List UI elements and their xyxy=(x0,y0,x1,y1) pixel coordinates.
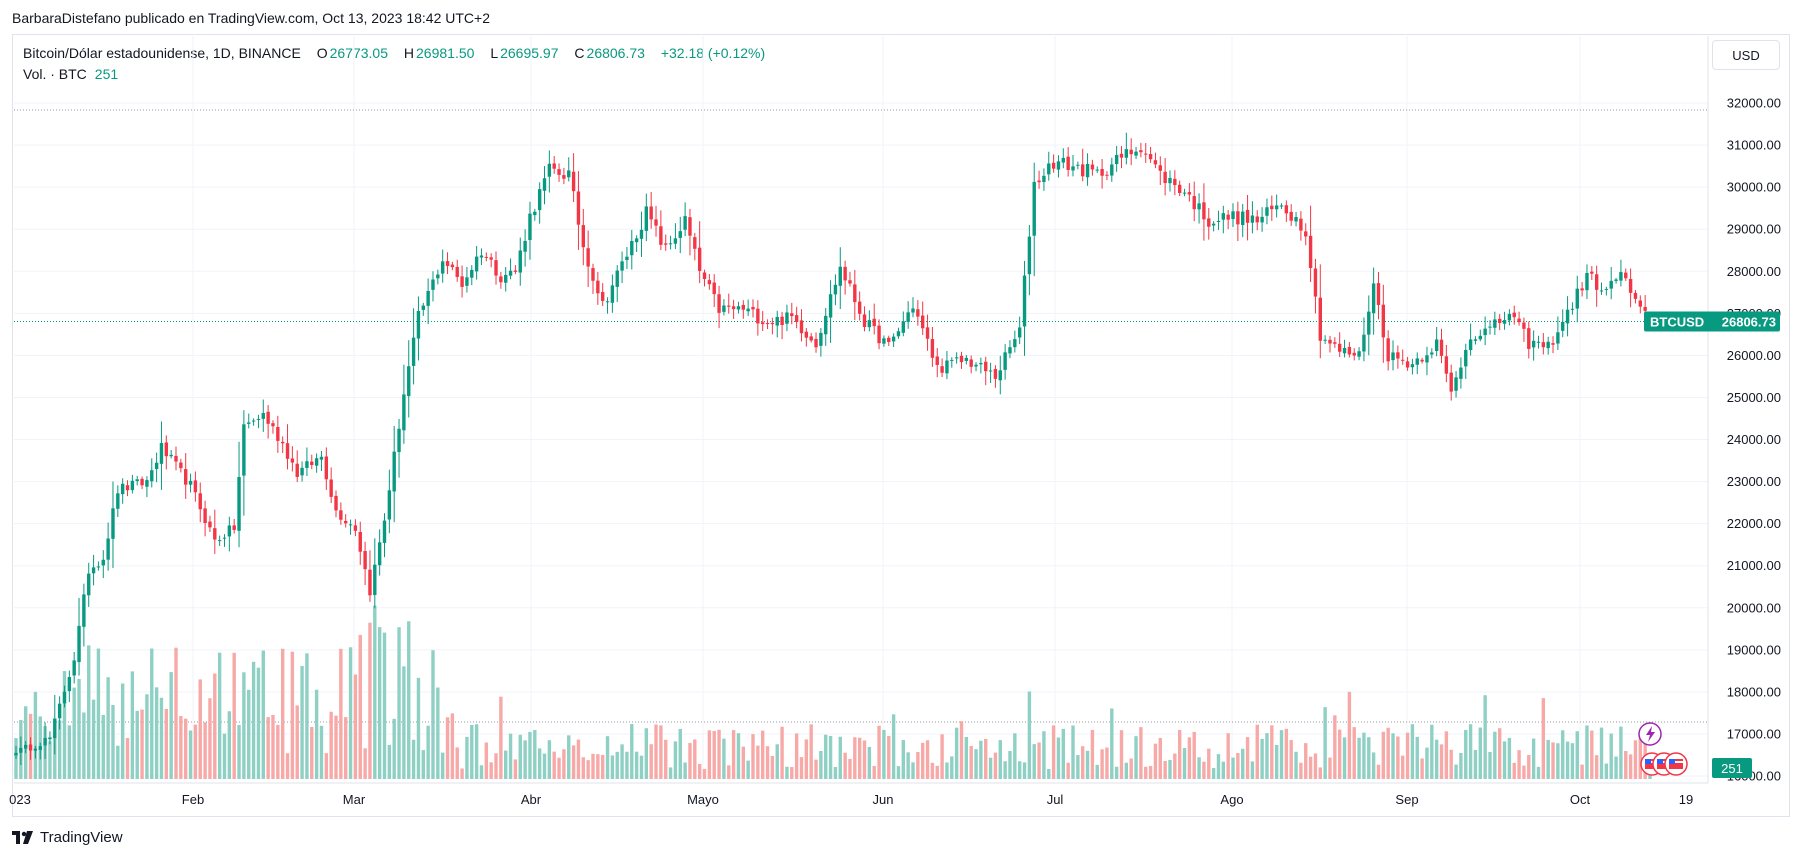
publisher-line: BarbaraDistefano publicado en TradingVie… xyxy=(12,10,490,26)
tradingview-icon xyxy=(12,830,33,844)
close-value: 26806.73 xyxy=(586,45,645,61)
tradingview-logo[interactable]: TradingView xyxy=(12,829,123,846)
currency-button[interactable]: USD xyxy=(1712,40,1780,70)
change-value: +32.18 (+0.12%) xyxy=(660,45,766,61)
low-value: 26695.97 xyxy=(500,45,559,61)
symbol-label[interactable]: Bitcoin/Dólar estadounidense, 1D, BINANC… xyxy=(23,45,301,61)
volume-label[interactable]: Vol. · BTC xyxy=(23,66,87,82)
tradingview-brand: TradingView xyxy=(40,829,123,846)
chart-frame xyxy=(12,34,1790,817)
low-label: L xyxy=(490,45,499,61)
high-value: 26981.50 xyxy=(416,45,475,61)
high-label: H xyxy=(403,45,415,61)
volume-legend: Vol. · BTC 251 xyxy=(23,66,118,82)
close-label: C xyxy=(574,45,585,61)
open-value: 26773.05 xyxy=(329,45,388,61)
ohlc-legend: Bitcoin/Dólar estadounidense, 1D, BINANC… xyxy=(23,45,767,61)
open-label: O xyxy=(316,45,328,61)
volume-value: 251 xyxy=(94,66,119,82)
